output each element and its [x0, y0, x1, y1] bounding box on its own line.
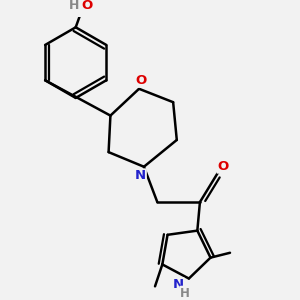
Text: O: O	[136, 74, 147, 87]
Text: N: N	[172, 278, 184, 291]
Text: O: O	[218, 160, 229, 172]
Text: H: H	[180, 286, 190, 300]
Text: N: N	[135, 169, 146, 182]
Text: O: O	[81, 0, 92, 12]
Text: H: H	[69, 0, 80, 12]
